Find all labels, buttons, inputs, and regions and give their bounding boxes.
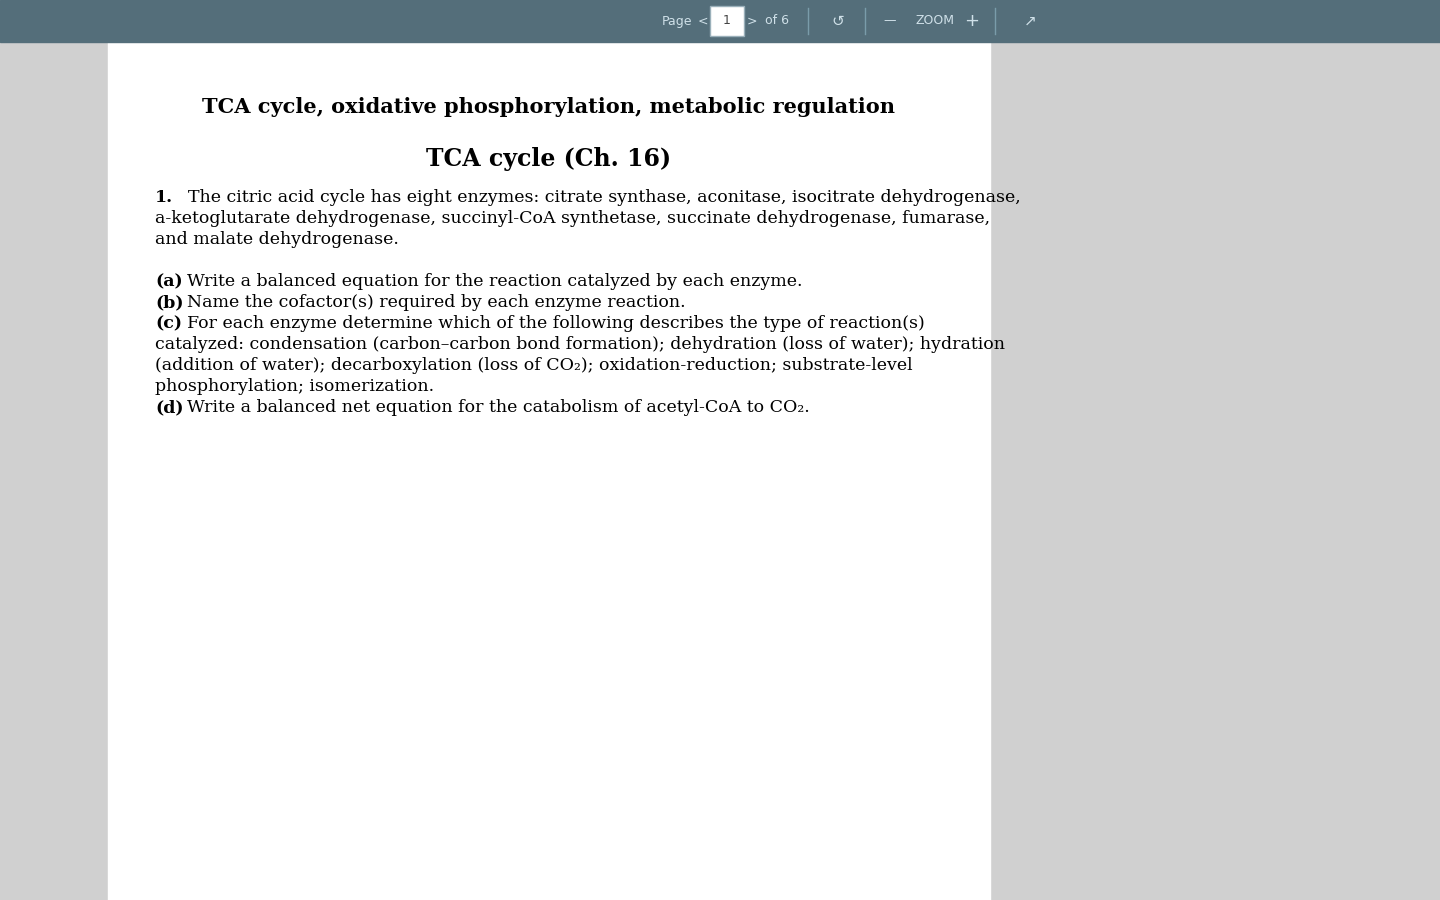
Text: (c): (c) xyxy=(156,315,181,332)
Text: catalyzed: condensation (carbon–carbon bond formation); dehydration (loss of wat: catalyzed: condensation (carbon–carbon b… xyxy=(156,336,1005,353)
Text: ↺: ↺ xyxy=(832,14,844,29)
Text: ↗: ↗ xyxy=(1024,14,1037,29)
Text: TCA cycle (Ch. 16): TCA cycle (Ch. 16) xyxy=(426,147,671,171)
Text: The citric acid cycle has eight enzymes: citrate synthase, aconitase, isocitrate: The citric acid cycle has eight enzymes:… xyxy=(177,189,1021,206)
Bar xyxy=(991,0,1440,900)
Text: Name the cofactor(s) required by each enzyme reaction.: Name the cofactor(s) required by each en… xyxy=(187,294,685,311)
Text: Write a balanced equation for the reaction catalyzed by each enzyme.: Write a balanced equation for the reacti… xyxy=(187,273,802,290)
Text: a-ketoglutarate dehydrogenase, succinyl-CoA synthetase, succinate dehydrogenase,: a-ketoglutarate dehydrogenase, succinyl-… xyxy=(156,210,991,227)
Text: (addition of water); decarboxylation (loss of CO₂); oxidation-reduction; substra: (addition of water); decarboxylation (lo… xyxy=(156,357,913,374)
FancyBboxPatch shape xyxy=(710,6,744,36)
Text: +: + xyxy=(965,12,979,30)
Text: 1: 1 xyxy=(723,14,732,28)
Text: For each enzyme determine which of the following describes the type of reaction(: For each enzyme determine which of the f… xyxy=(187,315,924,332)
Text: (a): (a) xyxy=(156,273,183,290)
Text: Write a balanced net equation for the catabolism of acetyl-CoA to CO₂.: Write a balanced net equation for the ca… xyxy=(187,399,809,416)
Text: <: < xyxy=(698,14,708,28)
Text: ZOOM: ZOOM xyxy=(916,14,955,28)
Text: of 6: of 6 xyxy=(765,14,789,28)
Text: TCA cycle, oxidative phosphorylation, metabolic regulation: TCA cycle, oxidative phosphorylation, me… xyxy=(203,97,896,117)
Bar xyxy=(0,0,1440,42)
Bar xyxy=(0,0,108,900)
Bar xyxy=(108,42,991,900)
Text: —: — xyxy=(884,14,896,28)
Text: (d): (d) xyxy=(156,399,183,416)
Text: 1.: 1. xyxy=(156,189,173,206)
Text: phosphorylation; isomerization.: phosphorylation; isomerization. xyxy=(156,378,433,395)
Text: (b): (b) xyxy=(156,294,183,311)
Text: >: > xyxy=(747,14,757,28)
Text: Page: Page xyxy=(661,14,693,28)
Text: and malate dehydrogenase.: and malate dehydrogenase. xyxy=(156,231,399,248)
